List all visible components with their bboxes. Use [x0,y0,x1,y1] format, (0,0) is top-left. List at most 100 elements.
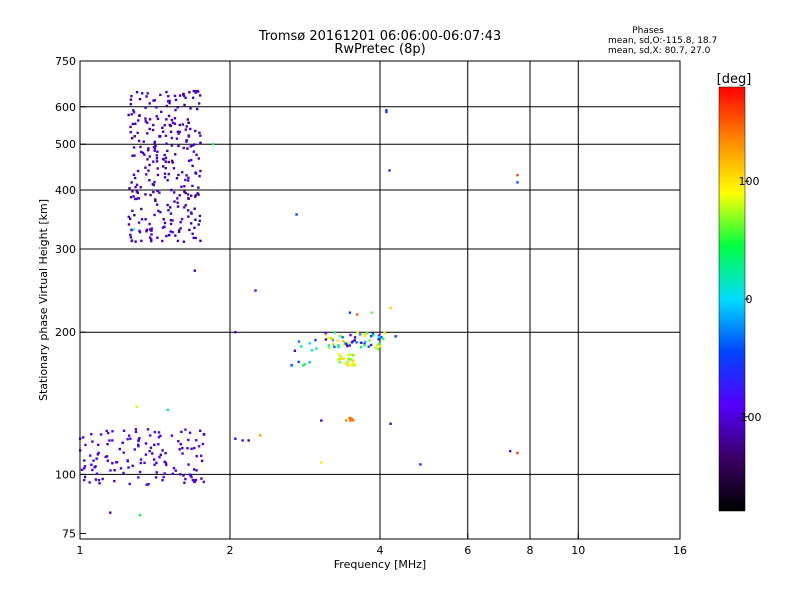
data-point [197,186,200,189]
data-point [170,144,174,147]
data-point [164,166,167,170]
data-point [136,169,140,173]
data-point [341,336,344,339]
data-point [176,205,180,208]
data-point [158,134,162,138]
data-point [308,342,311,345]
data-point [127,215,130,219]
data-point [192,150,196,153]
data-point [144,166,147,169]
data-point [113,469,116,472]
data-point [234,331,237,334]
data-point [139,186,142,189]
data-point [165,90,168,94]
data-point [159,210,162,214]
data-point [140,239,143,243]
colorbar [718,86,746,512]
data-point [173,117,177,120]
data-point [168,99,171,103]
data-point [389,422,392,425]
data-point [377,334,381,337]
data-point [137,438,141,441]
data-point [108,439,111,442]
data-point [138,230,142,234]
data-point [153,430,157,434]
data-point [171,121,175,125]
data-point [145,228,149,232]
data-point [166,203,169,207]
data-point [324,332,328,336]
data-point [148,222,151,226]
data-point [131,154,134,157]
data-point [106,442,109,446]
grid-lines [80,61,680,539]
x-tick-label: 1 [77,544,84,557]
data-point [189,194,193,197]
data-point [184,428,187,431]
data-point [192,478,195,482]
data-point [193,226,196,229]
data-point [115,460,119,464]
data-point [369,334,373,338]
data-point [192,89,196,93]
data-point [182,94,186,98]
y-tick-label: 100 [55,468,76,481]
data-point [83,465,87,468]
data-point [333,331,336,334]
data-point [165,142,168,145]
data-point [155,461,158,464]
data-point [138,436,141,440]
data-point [183,190,186,193]
data-point [155,115,158,118]
data-point [148,449,151,453]
data-point [320,419,323,422]
data-point [188,431,192,434]
data-point [119,467,123,470]
data-point [129,437,132,440]
data-point [192,468,196,471]
data-point [194,171,197,174]
data-point [347,341,350,344]
data-point [178,123,182,127]
data-point [180,171,184,174]
data-point [139,458,143,461]
data-point [148,127,152,131]
data-point [138,470,142,474]
data-point [351,418,354,422]
data-point [171,231,174,234]
data-point [155,106,158,109]
data-point [259,434,262,437]
data-point [189,127,192,131]
data-point [170,118,174,122]
data-point [177,230,181,234]
data-point [198,94,202,97]
data-point [171,161,174,164]
data-point [179,473,182,476]
data-point [344,362,347,365]
colorbar-ticks: 100 0 -100 [737,175,762,424]
data-point [141,92,144,95]
data-point [163,460,166,463]
data-point [148,102,151,105]
data-point [159,93,162,97]
data-point [348,353,351,356]
data-point [324,338,328,341]
data-point [83,475,87,479]
data-point [197,223,200,226]
data-point [135,197,138,200]
data-point [368,339,371,342]
data-point [347,353,350,357]
data-point [378,335,381,339]
data-point [131,122,135,126]
data-point [376,347,380,351]
data-point [194,236,197,240]
data-point [182,474,185,477]
data-point [153,443,156,447]
data-point [302,364,305,367]
data-point [133,135,136,138]
data-point [516,451,519,455]
data-point [133,176,137,180]
data-point [161,478,164,482]
data-point [197,193,200,196]
data-point [147,483,150,486]
